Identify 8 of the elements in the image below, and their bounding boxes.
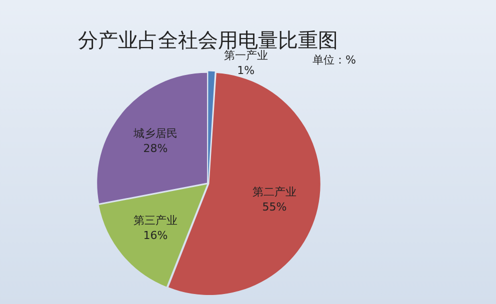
data-label: 28% (143, 142, 168, 156)
data-label: 55% (262, 200, 287, 214)
slice-label: 第三产业 (134, 214, 178, 228)
data-label: 1% (237, 64, 255, 77)
slice-label: 城乡居民 (132, 127, 178, 140)
data-label: 16% (143, 229, 168, 242)
slice-label: 第二产业 (252, 185, 296, 198)
chart-subtitle: 单位：% (312, 53, 356, 66)
